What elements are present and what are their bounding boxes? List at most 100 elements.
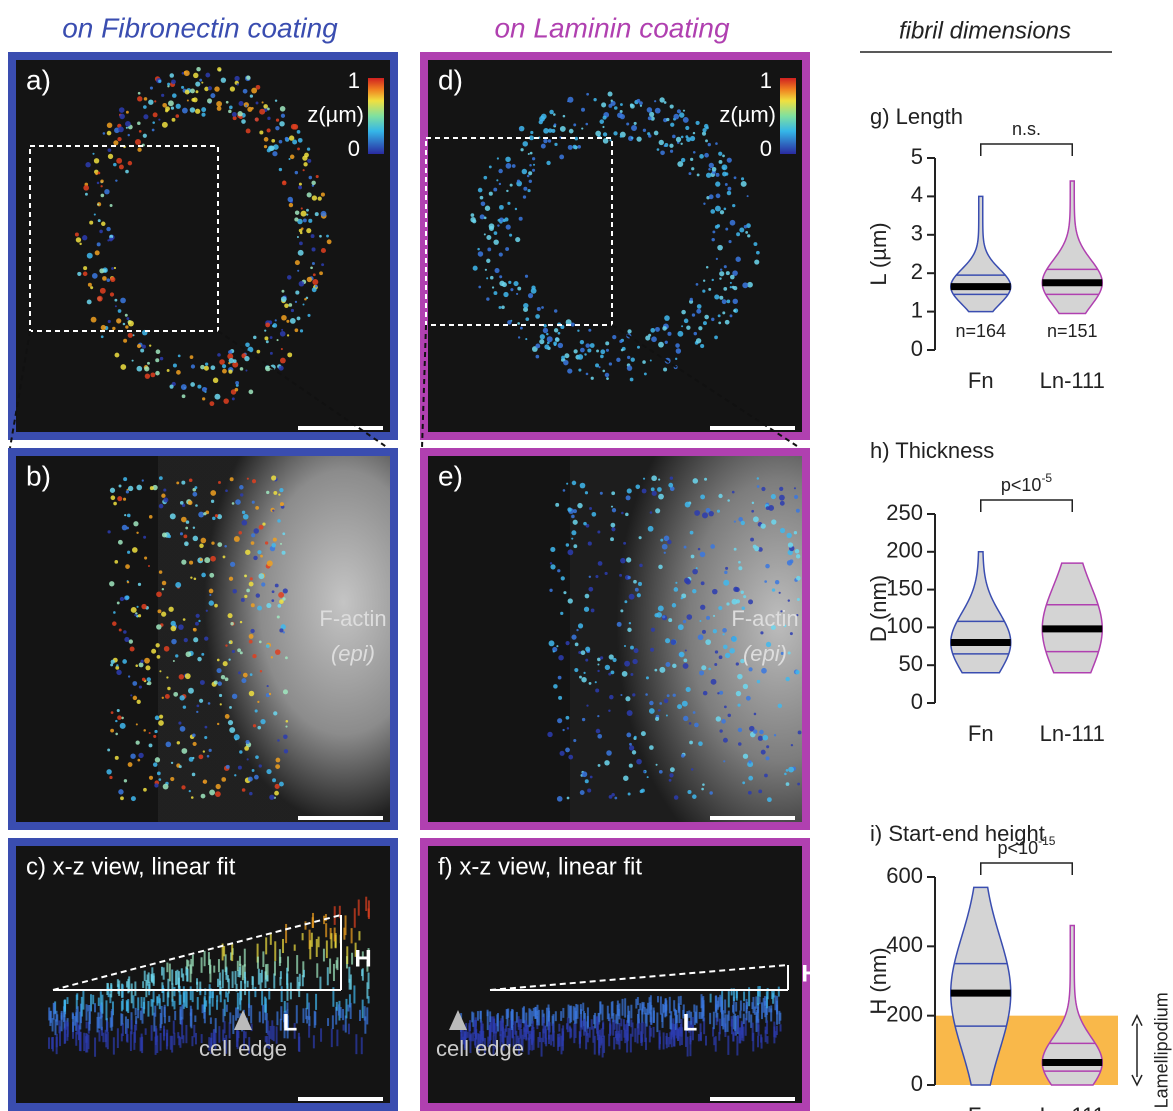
localization [240,493,244,497]
xz-streak [636,1023,639,1044]
xz-streak [670,1027,673,1048]
xz-streak [512,1036,515,1047]
localization [735,599,741,604]
xz-streak [312,912,315,928]
xz-streak [269,932,272,945]
xz-streak [501,1022,504,1043]
localization [661,543,668,550]
localization [137,582,142,586]
localization [713,614,716,617]
xz-streak [583,1018,586,1036]
localization [567,96,574,103]
localization [756,250,760,255]
xz-streak [244,1031,247,1039]
localization [673,795,679,800]
localization [231,649,235,654]
xz-streak [225,967,228,980]
colorbar-max: 1 [348,68,360,93]
xz-streak [739,1010,742,1019]
localization [796,598,800,602]
localization [263,104,268,109]
localization [626,488,632,494]
localization [118,164,124,170]
violin [1041,562,1104,674]
localization [110,276,116,283]
localization [758,789,763,794]
xz-streak [266,1035,269,1048]
xz-streak [554,1011,557,1022]
localization [770,625,776,630]
localization [554,337,560,342]
localization [721,299,727,305]
localization [588,682,592,685]
localization [553,343,557,347]
localization [640,731,646,737]
xz-streak [137,1009,140,1019]
localization [483,216,487,220]
localization [608,672,612,676]
xz-streak [552,1031,555,1047]
xz-streak [778,1010,781,1025]
localization [665,638,671,644]
xz-streak [656,1012,659,1033]
localization [182,705,187,709]
localization [625,512,629,517]
xz-streak [269,1025,272,1039]
y-tick-label: 150 [886,575,923,600]
localization [718,605,723,611]
localization [297,269,300,272]
localization [593,97,597,102]
localization [158,476,163,480]
localization [514,207,518,211]
localization [268,692,272,696]
localization [472,265,478,271]
localization [528,179,533,183]
localization [192,733,196,738]
xz-streak [344,1015,347,1033]
localization [705,639,712,645]
localization [204,557,211,564]
localization [708,167,711,171]
significance-base: n.s. [1012,119,1041,139]
xz-streak [742,1026,745,1042]
localization [255,506,259,510]
xz-streak [755,996,758,1009]
localization [521,168,528,175]
localization [248,690,255,697]
xz-streak [335,1006,338,1025]
xz-streak [538,1032,541,1043]
localization [551,128,556,133]
localization [192,535,199,542]
zoom-line [217,330,389,449]
xz-streak [168,1015,171,1023]
localization [700,343,705,349]
localization [583,671,586,675]
xz-streak [173,1000,176,1010]
localization [718,493,723,499]
localization [735,256,741,262]
xz-streak [361,968,364,981]
xz-streak [679,1027,682,1046]
xz-streak [191,990,194,1003]
localization [765,756,770,761]
localization [102,132,106,135]
localization [710,678,717,685]
localization [552,650,555,653]
localization [777,703,783,709]
localization [637,581,643,586]
localization [148,344,152,347]
localization [103,268,107,273]
localization [127,550,131,554]
localization [520,148,524,152]
localization [613,106,618,110]
xz-streak [606,1005,609,1020]
xz-streak [210,1032,213,1048]
localization [633,121,637,125]
localization [320,192,325,197]
localization [589,775,593,779]
xz-streak [479,1010,482,1023]
localization [745,230,749,234]
localization [162,783,169,790]
xz-streak [730,988,733,996]
